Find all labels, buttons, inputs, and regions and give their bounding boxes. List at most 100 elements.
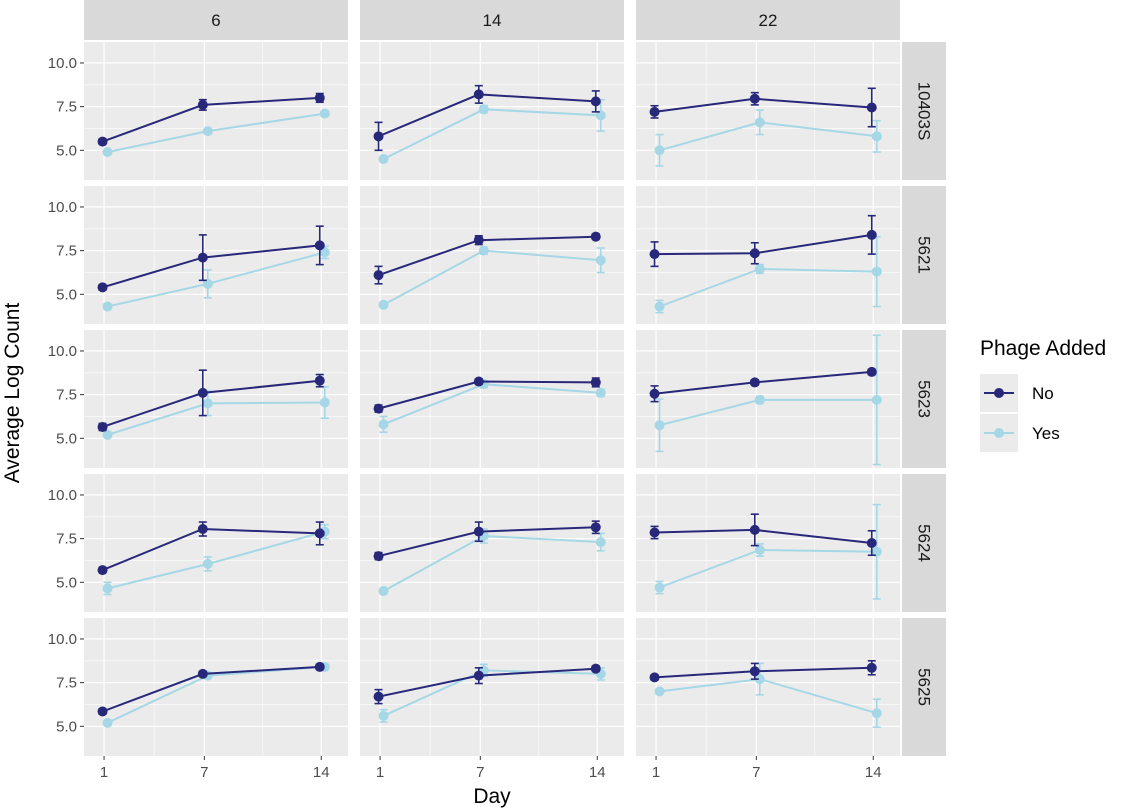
point-no xyxy=(649,672,660,683)
strip-row-10403S xyxy=(902,42,946,180)
point-yes xyxy=(754,263,765,274)
point-no xyxy=(590,96,601,107)
point-yes xyxy=(595,255,606,266)
panel-5621-14 xyxy=(360,186,624,324)
legend-label-no: No xyxy=(1032,384,1054,403)
y-tick-label: 7.5 xyxy=(56,99,77,116)
y-tick-label: 10.0 xyxy=(48,631,77,648)
panel-bg xyxy=(636,618,900,756)
point-yes xyxy=(102,147,113,158)
point-yes xyxy=(654,145,665,156)
panel-bg xyxy=(360,474,624,612)
point-no xyxy=(866,538,877,548)
point-yes xyxy=(319,108,330,119)
point-yes xyxy=(754,117,765,128)
legend-key-no-point xyxy=(994,388,1004,398)
point-no xyxy=(314,528,325,539)
point-no xyxy=(473,235,484,246)
point-no xyxy=(197,252,208,263)
strip-row-label-5624: 5624 xyxy=(915,524,934,562)
point-no xyxy=(97,706,108,717)
strip-row-5621 xyxy=(902,186,946,324)
point-no xyxy=(866,366,877,377)
point-yes xyxy=(102,583,113,594)
point-yes xyxy=(754,544,765,555)
strip-row-5624 xyxy=(902,474,946,612)
point-yes xyxy=(595,110,606,121)
y-tick-label: 10.0 xyxy=(48,343,77,360)
panel-5623-14 xyxy=(360,330,624,468)
strip-row-5623 xyxy=(902,330,946,468)
panels-layer: 6 14 22 10403S 5621 5623 5624 5625 xyxy=(84,0,946,756)
y-tick-label: 5.0 xyxy=(56,574,77,591)
panel-5624-14 xyxy=(360,474,624,612)
strip-col-22 xyxy=(636,0,900,40)
point-no xyxy=(649,527,660,538)
strip-row-5625 xyxy=(902,618,946,756)
point-no xyxy=(473,89,484,100)
panel-bg xyxy=(636,186,900,324)
point-yes xyxy=(378,419,389,430)
point-yes xyxy=(871,546,882,557)
x-tick-label: 1 xyxy=(652,764,660,781)
y-tick-label: 5.0 xyxy=(56,286,77,303)
point-no xyxy=(649,388,660,399)
strip-row-label-5621: 5621 xyxy=(915,236,934,274)
point-no xyxy=(649,106,660,117)
panel-5621-6 xyxy=(84,186,348,324)
point-no xyxy=(197,668,208,679)
point-yes xyxy=(754,394,765,405)
y-tick-label: 5.0 xyxy=(56,430,77,447)
point-yes xyxy=(378,154,389,165)
point-no xyxy=(314,375,325,386)
panel-bg xyxy=(636,474,900,612)
point-yes xyxy=(871,394,882,405)
x-tick-label: 1 xyxy=(100,764,108,781)
point-yes xyxy=(478,104,489,115)
legend-title: Phage Added xyxy=(980,337,1106,360)
point-no xyxy=(97,421,108,432)
point-no xyxy=(473,526,484,537)
panel-5625-6 xyxy=(84,618,348,756)
x-tick-label: 7 xyxy=(476,764,484,781)
point-no xyxy=(866,102,877,113)
point-no xyxy=(373,691,384,702)
point-yes xyxy=(654,301,665,312)
panel-5624-6 xyxy=(84,474,348,612)
point-no xyxy=(97,282,108,293)
panel-bg xyxy=(84,474,348,612)
point-yes xyxy=(378,710,389,721)
point-yes xyxy=(754,674,765,685)
panel-bg xyxy=(360,186,624,324)
point-no xyxy=(590,231,601,242)
y-tick-label: 7.5 xyxy=(56,531,77,548)
strip-col-label-22: 22 xyxy=(759,11,778,30)
point-no xyxy=(590,663,601,674)
point-yes xyxy=(378,299,389,310)
point-yes xyxy=(202,278,213,289)
panel-bg xyxy=(360,330,624,468)
panel-5621-22 xyxy=(636,186,900,324)
panel-bg xyxy=(636,42,900,180)
y-tick-label: 7.5 xyxy=(56,243,77,260)
point-yes xyxy=(102,717,113,728)
panel-5625-14 xyxy=(360,618,624,756)
panel-bg xyxy=(84,42,348,180)
point-no xyxy=(314,240,325,251)
panel-bg xyxy=(360,42,624,180)
point-no xyxy=(749,377,760,388)
panel-10403S-14 xyxy=(360,42,624,180)
panel-5624-22 xyxy=(636,474,900,612)
x-tick-label: 1 xyxy=(376,764,384,781)
point-yes xyxy=(871,266,882,277)
y-axis-title: Average Log Count xyxy=(1,303,24,484)
panel-5623-22 xyxy=(636,330,900,468)
y-tick-label: 5.0 xyxy=(56,142,77,159)
point-no xyxy=(197,99,208,110)
y-tick-label: 10.0 xyxy=(48,199,77,216)
point-no xyxy=(97,565,108,576)
point-yes xyxy=(871,708,882,719)
point-yes xyxy=(102,429,113,440)
point-no xyxy=(749,248,760,259)
legend: Phage Added No Yes xyxy=(980,337,1106,452)
